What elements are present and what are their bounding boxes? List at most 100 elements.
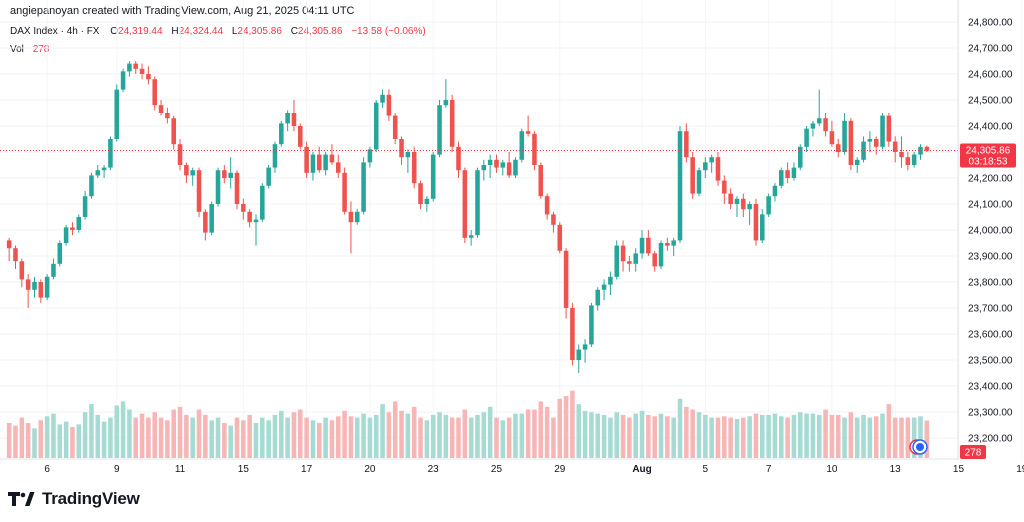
candle-body xyxy=(468,235,474,238)
candle-body xyxy=(285,113,290,124)
volume-bar xyxy=(778,416,784,458)
volume-bar xyxy=(411,406,417,458)
candle-body xyxy=(304,146,309,173)
x-tick-label: 25 xyxy=(491,464,503,475)
volume-bar xyxy=(899,417,904,458)
candle-body xyxy=(810,123,816,129)
candle xyxy=(171,115,176,150)
x-tick-label: 19 xyxy=(1016,464,1024,475)
candle-body xyxy=(797,146,803,168)
volume-bar xyxy=(563,396,569,458)
volume-bar xyxy=(171,409,176,458)
volume-bar xyxy=(25,423,31,458)
candle xyxy=(95,165,101,178)
volume-bar xyxy=(177,406,183,458)
price-axis[interactable]: 24,800.00 24,700.00 24,600.00 24,500.00 24,4… xyxy=(968,18,1013,445)
volume-bar xyxy=(380,404,385,458)
candle xyxy=(639,230,645,259)
candle xyxy=(247,209,252,228)
candle xyxy=(766,193,771,217)
volume-bar xyxy=(842,417,847,458)
candle xyxy=(589,302,594,347)
volume-bars xyxy=(6,390,930,458)
candle xyxy=(525,115,531,137)
candle-body xyxy=(873,139,879,147)
candle-body xyxy=(228,172,233,178)
x-tick-label: 6 xyxy=(44,464,50,475)
tradingview-logo[interactable]: TradingView xyxy=(8,488,140,510)
volume-bar xyxy=(829,414,835,458)
replay-marker-icon[interactable] xyxy=(909,439,928,455)
candle xyxy=(266,165,271,189)
volume-bar xyxy=(696,412,702,458)
volume-bar xyxy=(576,404,582,458)
candle-body xyxy=(89,175,94,197)
candle-body xyxy=(38,282,44,298)
candle-body xyxy=(133,63,139,69)
open-value: 24,319.44 xyxy=(118,26,163,37)
candle-body xyxy=(646,237,651,254)
y-tick-label: 24,100.00 xyxy=(968,200,1013,211)
candle-body xyxy=(335,162,341,173)
candle-body xyxy=(842,120,847,152)
candle-body xyxy=(861,141,866,160)
volume-bar xyxy=(601,414,607,458)
candle-body xyxy=(82,196,88,217)
candle-body xyxy=(709,157,714,163)
candle-body xyxy=(152,79,158,106)
volume-bar xyxy=(772,413,778,458)
candle-body xyxy=(475,170,480,236)
volume-bar xyxy=(57,424,63,458)
candle xyxy=(880,113,885,150)
volume-bar xyxy=(291,412,297,458)
volume-bar xyxy=(880,413,885,458)
volume-bar xyxy=(487,406,493,458)
volume-bar xyxy=(424,420,430,458)
candle-body xyxy=(690,157,695,194)
candle xyxy=(234,170,240,210)
volume-bar xyxy=(114,405,120,458)
candle-body xyxy=(835,144,841,152)
candle-body xyxy=(101,167,107,171)
volume-bar xyxy=(133,417,139,458)
candle-body xyxy=(880,115,885,147)
candle xyxy=(108,136,113,171)
candle-body xyxy=(772,185,778,197)
candle-body xyxy=(329,154,335,163)
volume-bar xyxy=(804,413,809,458)
volume-bar xyxy=(854,417,860,458)
candle-body xyxy=(487,159,493,165)
candle-body xyxy=(760,214,765,241)
candle xyxy=(361,157,366,215)
candle-body xyxy=(291,113,297,126)
symbol-label[interactable]: DAX Index · 4h · FX xyxy=(10,26,100,37)
high-value: 24,324.44 xyxy=(178,26,224,37)
candle xyxy=(576,344,582,373)
candle-body xyxy=(279,123,284,145)
volume-bar xyxy=(298,409,303,458)
x-tick-label: 20 xyxy=(364,464,376,475)
candle xyxy=(677,126,683,243)
candle xyxy=(101,165,107,178)
volume-bar xyxy=(373,414,379,458)
volume-tag-value: 278 xyxy=(965,448,982,459)
candle xyxy=(753,198,759,246)
volume-bar xyxy=(557,398,563,458)
candle xyxy=(873,136,879,155)
volume-bar xyxy=(70,427,75,458)
volume-bar xyxy=(671,417,676,458)
volume-bar xyxy=(367,417,373,458)
candle xyxy=(829,120,835,147)
candle-body xyxy=(298,126,303,147)
volume-bar xyxy=(785,417,790,458)
open-label: O xyxy=(110,26,119,37)
candle xyxy=(715,152,721,186)
vol-label[interactable]: Vol xyxy=(10,44,24,55)
volume-bar xyxy=(532,409,537,458)
time-axis[interactable]: 6911151720232529Aug571013151921 xyxy=(44,464,1024,475)
candle-body xyxy=(354,211,360,223)
candle xyxy=(627,256,632,272)
price-tag-countdown: 03:18:53 xyxy=(969,156,1008,167)
y-tick-label: 23,900.00 xyxy=(968,252,1013,263)
